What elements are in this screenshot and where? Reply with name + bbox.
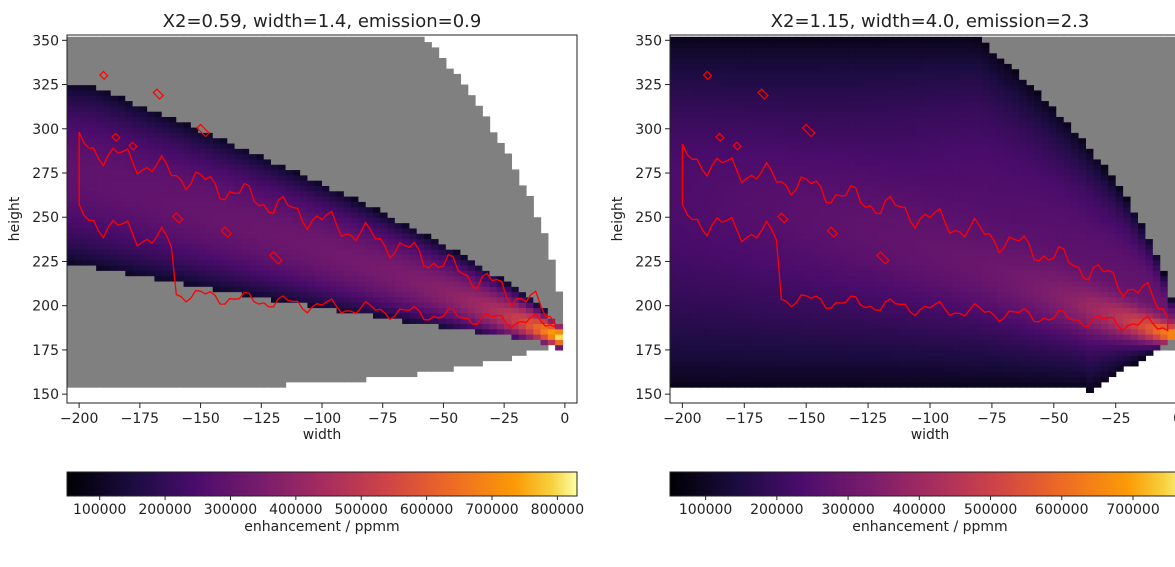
colorbar-tick-label: 600000 [1035, 502, 1088, 518]
colorbar-tick-label: 500000 [964, 502, 1017, 518]
y-tick-label: 225 [32, 254, 59, 270]
x-tick-label: −75 [977, 411, 1007, 427]
colorbar-label: enhancement / ppmm [852, 519, 1007, 535]
y-axis-label: height [7, 196, 23, 241]
colorbar-tick-label: 400000 [893, 502, 946, 518]
contour-line [78, 131, 556, 329]
colorbar-tick-label: 100000 [679, 502, 732, 518]
contour-line [681, 143, 1169, 332]
y-tick-label: 350 [32, 33, 59, 49]
x-tick-label: −75 [368, 411, 398, 427]
chart-title: X2=1.15, width=4.0, emission=2.3 [771, 11, 1090, 32]
y-tick-label: 275 [635, 166, 662, 182]
y-tick-label: 325 [32, 78, 59, 94]
colorbar-tick-label: 800000 [531, 502, 584, 518]
contour-island [220, 226, 233, 238]
x-tick-label: 0 [560, 411, 569, 427]
colorbar-tick-label: 500000 [335, 502, 388, 518]
chart-panel-2: X2=1.15, width=4.0, emission=2.3 −200 −175… [610, 11, 1175, 535]
y-tick-label: 200 [635, 299, 662, 315]
colorbar [669, 471, 1175, 497]
contour-island [702, 70, 713, 81]
colorbar-tick-label: 700000 [465, 502, 518, 518]
y-tick-label: 200 [32, 299, 59, 315]
x-tick-label: −125 [242, 411, 280, 427]
y-tick-label: 325 [635, 78, 662, 94]
y-tick-label: 300 [635, 122, 662, 138]
heatmap [67, 36, 564, 388]
colorbar-tick-label: 200000 [750, 502, 803, 518]
contour-island [732, 141, 742, 151]
contour-island [171, 212, 184, 224]
x-axis-label: width [911, 427, 950, 443]
contour-island [152, 88, 165, 100]
contour-island [757, 88, 769, 100]
heatmap [670, 36, 1175, 393]
contour-island [715, 132, 725, 142]
contour-island [876, 251, 890, 265]
x-tick-label: −200 [60, 411, 98, 427]
colorbar-label: enhancement / ppmm [244, 519, 399, 535]
chart-panel-1: X2=0.59, width=1.4, emission=0.9 −200 −175… [7, 11, 584, 535]
x-tick-label: −25 [489, 411, 519, 427]
y-tick-label: 350 [635, 33, 662, 49]
x-axis-label: width [303, 427, 342, 443]
y-tick-label: 250 [635, 210, 662, 226]
colorbar-tick-label: 300000 [204, 502, 257, 518]
y-tick-label: 225 [635, 254, 662, 270]
y-tick-label: 175 [32, 343, 59, 359]
colorbar-tick-label: 300000 [821, 502, 874, 518]
contour-island [99, 70, 109, 81]
x-tick-label: −175 [725, 411, 763, 427]
x-tick-label: −100 [303, 411, 341, 427]
y-axis-label: height [610, 196, 626, 241]
y-tick-label: 175 [635, 343, 662, 359]
contour-island [111, 132, 121, 142]
x-tick-label: −50 [429, 411, 459, 427]
x-tick-label: 0 [1173, 411, 1175, 427]
x-tick-label: −25 [1101, 411, 1131, 427]
contour-island [777, 212, 789, 224]
x-tick-label: −200 [663, 411, 701, 427]
colorbar-tick-label: 400000 [269, 502, 322, 518]
contour-island [196, 123, 210, 138]
x-tick-label: −125 [849, 411, 887, 427]
y-tick-label: 275 [32, 166, 59, 182]
x-tick-label: −100 [911, 411, 949, 427]
contour-island [826, 226, 839, 238]
x-tick-label: −50 [1039, 411, 1069, 427]
x-tick-label: −150 [787, 411, 825, 427]
colorbar [66, 471, 578, 497]
colorbar-tick-label: 200000 [138, 502, 191, 518]
colorbar-tick-label: 600000 [400, 502, 453, 518]
y-tick-label: 150 [32, 387, 59, 403]
contour-island [128, 141, 138, 151]
colorbar-tick-label: 700000 [1106, 502, 1159, 518]
colorbar-tick-label: 100000 [73, 502, 126, 518]
contour-island [269, 251, 283, 265]
y-tick-label: 300 [32, 122, 59, 138]
chart-title: X2=0.59, width=1.4, emission=0.9 [163, 11, 482, 32]
x-tick-label: −175 [121, 411, 159, 427]
y-tick-label: 150 [635, 387, 662, 403]
y-tick-label: 250 [32, 210, 59, 226]
x-tick-label: −150 [181, 411, 219, 427]
contour-island [801, 123, 816, 138]
